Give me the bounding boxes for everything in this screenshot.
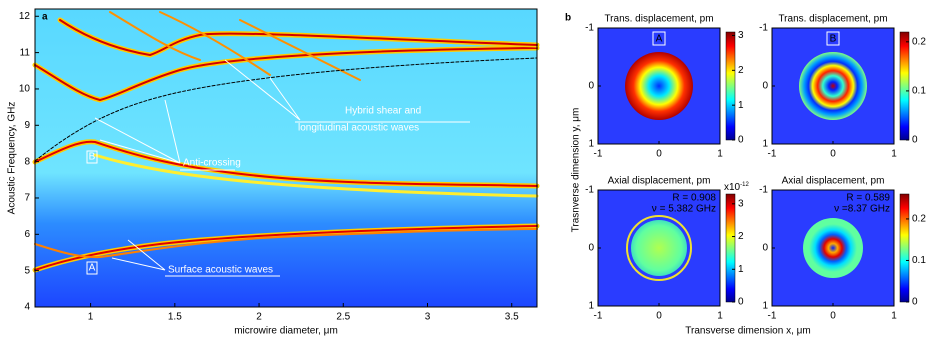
colorbar-tick-label: 0.2 bbox=[912, 36, 926, 47]
x-tick-label: -1 bbox=[594, 149, 603, 160]
y-tick-label: 0 bbox=[588, 81, 594, 92]
colorbar-tick-label: 0 bbox=[738, 297, 744, 308]
colorbar-tick-label: 0.1 bbox=[912, 255, 926, 266]
y-tick-label: 9 bbox=[24, 120, 30, 131]
colorbar-tick-label: 3 bbox=[738, 198, 744, 209]
x-tick-label: 1 bbox=[891, 311, 897, 322]
x-tick-label: 1.5 bbox=[168, 312, 182, 323]
scale-exponent: -12 bbox=[740, 182, 749, 188]
y-tick-label: -1 bbox=[759, 185, 768, 196]
y-axis-label: Trasnverse dimension y, μm bbox=[571, 108, 582, 233]
y-tick-label: 7 bbox=[24, 193, 30, 204]
colorbar-tick-label: 0.2 bbox=[912, 214, 926, 225]
annotation-arrows bbox=[94, 59, 470, 277]
x-tick-label: 0 bbox=[656, 149, 662, 160]
map-note: R = 0.908 bbox=[672, 193, 716, 204]
x-tick-label: 0 bbox=[830, 149, 836, 160]
x-tick-label: -1 bbox=[768, 149, 777, 160]
x-tick-label: 2.5 bbox=[336, 312, 350, 323]
colorbar bbox=[725, 31, 736, 141]
y-tick-label: -1 bbox=[585, 23, 594, 34]
y-tick-label: 10 bbox=[19, 84, 31, 95]
colorbar bbox=[725, 193, 736, 303]
map-note: ν = 5.382 GHz bbox=[652, 204, 716, 215]
mode-box bbox=[86, 150, 98, 164]
panel-label: b bbox=[565, 13, 571, 24]
annotation: Anti-crossing bbox=[183, 158, 241, 169]
scale-base: x10 bbox=[724, 182, 741, 193]
field-disk bbox=[625, 52, 693, 120]
y-tick-label: 6 bbox=[24, 229, 30, 240]
map-title: Trans. displacement, pm bbox=[604, 14, 713, 25]
y-tick-label: 0 bbox=[762, 81, 768, 92]
mode-label: B bbox=[830, 34, 837, 45]
x-tick-label: 1 bbox=[717, 311, 723, 322]
map-title: Trans. displacement, pm bbox=[778, 14, 887, 25]
map-note: R = 0.589 bbox=[846, 193, 890, 204]
colorbar-scale: x10-12 bbox=[724, 182, 749, 193]
y-tick-label: 8 bbox=[24, 156, 30, 167]
mode-box bbox=[86, 261, 98, 275]
mode-label: A bbox=[89, 263, 96, 274]
colorbar-tick-label: 2 bbox=[738, 65, 744, 76]
y-tick-label: 0 bbox=[588, 243, 594, 254]
colorbar-tick-label: 0.1 bbox=[912, 86, 926, 97]
x-tick-label: 1 bbox=[88, 312, 94, 323]
map-title: Axial displacement, pm bbox=[782, 176, 885, 187]
colorbar-tick-label: 0 bbox=[912, 135, 918, 146]
field-disk bbox=[631, 220, 687, 276]
x-tick-label: -1 bbox=[768, 311, 777, 322]
x-tick-label: 1 bbox=[717, 149, 723, 160]
x-tick-label: 0 bbox=[830, 311, 836, 322]
annotation: longitudinal acoustic waves bbox=[298, 123, 419, 134]
x-tick-label: 2 bbox=[256, 312, 262, 323]
colorbar-tick-label: 0 bbox=[738, 135, 744, 146]
x-tick-label: 0 bbox=[656, 311, 662, 322]
x-axis-label: Transverse dimension x, μm bbox=[685, 326, 810, 337]
annotation: Surface acoustic waves bbox=[168, 265, 273, 276]
panel-b: b Transverse dimension x, μm Trasnverse di… bbox=[565, 13, 926, 337]
field-disk bbox=[803, 218, 863, 278]
mode-box bbox=[826, 31, 840, 46]
axes-frame bbox=[34, 8, 538, 308]
y-tick-label: 11 bbox=[20, 47, 31, 58]
y-tick-label: 0 bbox=[762, 243, 768, 254]
y-tick-label: -1 bbox=[759, 23, 768, 34]
y-tick-label: -1 bbox=[585, 185, 594, 196]
field-ring bbox=[626, 215, 692, 281]
colorbar bbox=[899, 193, 910, 303]
panel-label: a bbox=[42, 12, 48, 23]
mode-label: A bbox=[656, 34, 663, 45]
y-tick-label: 12 bbox=[19, 11, 31, 22]
colorbar-tick-label: 1 bbox=[738, 264, 744, 275]
y-axis-label: Acoustic Frequency, GHz bbox=[7, 102, 18, 215]
colorbar-tick-label: 0 bbox=[912, 297, 918, 308]
mode-curves bbox=[32, 11, 540, 273]
x-tick-label: 3.5 bbox=[505, 312, 519, 323]
x-tick-label: 1 bbox=[891, 149, 897, 160]
y-tick-label: 4 bbox=[24, 302, 30, 313]
y-tick-label: 5 bbox=[24, 265, 30, 276]
annotation: Hybrid shear and bbox=[345, 106, 421, 117]
mode-label: B bbox=[89, 152, 96, 163]
y-tick-label: 1 bbox=[762, 139, 768, 150]
y-tick-label: 1 bbox=[588, 301, 594, 312]
mode-box bbox=[652, 31, 666, 46]
y-tick-label: 1 bbox=[762, 301, 768, 312]
map-title: Axial displacement, pm bbox=[608, 176, 711, 187]
colorbar-tick-label: 1 bbox=[738, 100, 744, 111]
x-axis-label: microwire diameter, μm bbox=[234, 326, 338, 337]
field-disk bbox=[799, 52, 867, 120]
panel-a: 1 1.5 2 2.5 3 3.5 4 5 6 7 8 9 10 11 12 microwire diamet… bbox=[7, 8, 540, 337]
map-note: ν =8.37 GHz bbox=[834, 204, 890, 215]
y-tick-label: 1 bbox=[588, 139, 594, 150]
x-tick-label: -1 bbox=[594, 311, 603, 322]
colorbar-tick-label: 3 bbox=[738, 30, 744, 41]
x-tick-label: 3 bbox=[425, 312, 431, 323]
colorbar-tick-label: 2 bbox=[738, 231, 744, 242]
colorbar bbox=[899, 31, 910, 141]
